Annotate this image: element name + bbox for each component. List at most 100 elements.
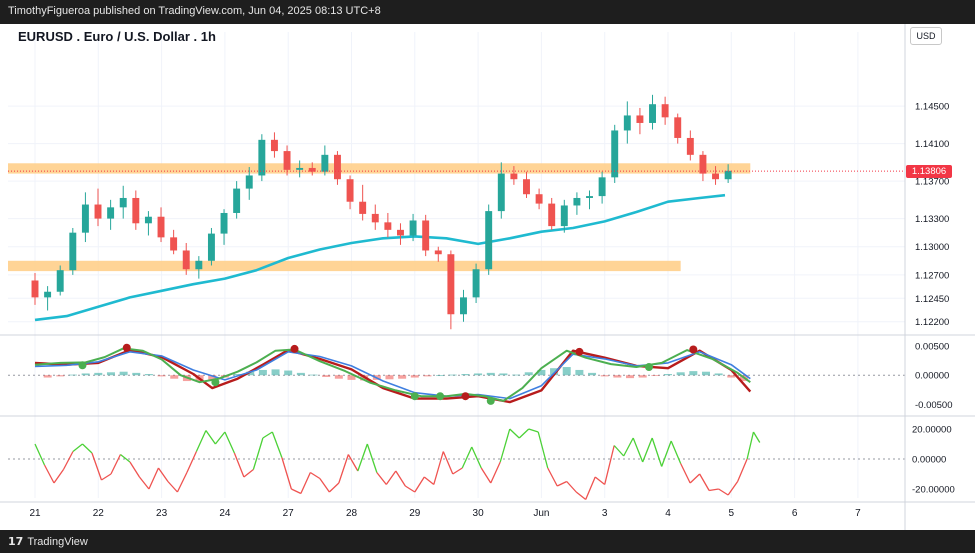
momentum-pane	[8, 428, 905, 501]
osc-histogram-bar	[600, 375, 609, 377]
candle-body	[447, 254, 455, 315]
osc-histogram-bar	[106, 372, 115, 376]
candles-layer	[31, 94, 732, 330]
publisher-bar: TimothyFigueroa published on TradingView…	[0, 0, 975, 24]
candle-body	[119, 197, 127, 208]
osc-histogram-bar	[296, 372, 305, 376]
osc-y-tick-label: -0.00500	[915, 400, 953, 411]
momentum-y-tick-label: -20.00000	[912, 485, 955, 496]
momentum-segment	[604, 445, 615, 485]
osc-histogram-bar	[524, 372, 533, 376]
osc-histogram-bar	[727, 375, 736, 378]
x-tick-label: 24	[219, 508, 231, 519]
momentum-segment	[195, 430, 207, 452]
osc-histogram-bar	[486, 372, 495, 376]
momentum-segment	[310, 471, 321, 480]
candle-body	[422, 220, 430, 251]
osc-histogram-bar	[68, 374, 77, 376]
candle-body	[510, 173, 518, 180]
candle-body	[31, 280, 39, 298]
osc-histogram-bar	[322, 375, 331, 377]
x-tick-label: 30	[473, 508, 485, 519]
momentum-segment	[233, 452, 245, 478]
chart-area[interactable]: 21 22 23 24 27 28 29 30 Jun 3 4 5 6 7 1.14500 1.14100 1.…	[0, 24, 975, 530]
axes-layer: 21 22 23 24 27 28 29 30 Jun 3 4 5 6 7 1.14500 1.14100 1.…	[29, 102, 954, 519]
momentum-segment	[300, 472, 311, 494]
momentum-segment	[471, 446, 482, 469]
candle-body	[195, 260, 203, 270]
candle-body	[598, 177, 606, 197]
candle-body	[245, 175, 253, 189]
currency-button[interactable]: USD	[910, 27, 942, 45]
zones	[8, 163, 751, 272]
osc-cross-down-dot	[575, 347, 584, 356]
candle-body	[220, 212, 228, 234]
osc-histogram-bar	[562, 367, 571, 376]
osc-histogram-bar	[664, 374, 672, 376]
momentum-segment	[62, 451, 74, 470]
osc-histogram-bar	[588, 372, 597, 376]
osc-histogram-bar	[398, 375, 407, 379]
momentum-segment	[423, 476, 435, 486]
momentum-segment	[53, 469, 65, 484]
osc-histogram-bar	[461, 374, 470, 376]
tradingview-brand: 17 TradingView	[8, 535, 88, 548]
candle-body	[296, 167, 304, 170]
y-tick-label: 1.13300	[915, 214, 949, 225]
momentum-segment	[366, 443, 378, 473]
osc-cross-up-dot	[78, 361, 87, 370]
momentum-segment	[82, 443, 93, 454]
momentum-segment	[395, 470, 406, 487]
momentum-segment	[101, 473, 112, 481]
momentum-segment	[376, 472, 387, 485]
candle-body	[333, 154, 341, 180]
osc-cross-up-dot	[486, 396, 495, 405]
momentum-segment	[138, 476, 150, 490]
momentum-segment	[385, 470, 397, 485]
osc-cross-up-dot	[410, 392, 419, 401]
osc-histogram-bar	[474, 373, 483, 376]
candle-body	[434, 250, 442, 255]
momentum-segment	[347, 454, 359, 472]
osc-cross-up-dot	[645, 363, 654, 372]
moving-average-layer	[34, 193, 726, 322]
osc-histogram-bar	[537, 369, 546, 376]
candle-body	[258, 139, 266, 176]
candle-body	[460, 297, 467, 315]
pane-dividers	[0, 24, 975, 530]
osc-histogram-bar	[550, 368, 559, 376]
osc-histogram-bar	[701, 371, 710, 376]
x-tick-label: 21	[29, 508, 41, 519]
candle-body	[674, 117, 682, 138]
osc-histogram-bar	[613, 375, 622, 378]
brand-text: TradingView	[27, 536, 88, 548]
y-tick-label: 1.14500	[915, 102, 949, 113]
osc-histogram-bar	[334, 375, 343, 379]
oscillator-pane	[8, 343, 905, 405]
candle-body	[44, 291, 52, 298]
osc-histogram-bar	[575, 369, 584, 376]
osc-histogram-bar	[714, 373, 723, 376]
x-tick-label: 5	[729, 508, 735, 519]
moving-average-line	[34, 193, 726, 322]
momentum-segment	[680, 463, 691, 484]
osc-cross-down-dot	[122, 343, 131, 352]
osc-histogram-bar	[284, 370, 293, 376]
candle-body	[56, 270, 64, 292]
x-tick-label: 28	[346, 508, 358, 519]
osc-histogram-bar	[512, 374, 521, 376]
momentum-segment	[651, 437, 663, 467]
candle-body	[207, 233, 215, 261]
momentum-segment	[167, 481, 178, 493]
osc-histogram-bar	[626, 375, 635, 379]
candle-body	[636, 115, 644, 123]
momentum-segment	[433, 451, 444, 485]
candle-body	[485, 211, 493, 270]
osc-histogram-bar	[651, 375, 660, 377]
osc-cross-down-dot	[689, 345, 698, 354]
osc-histogram-bar	[246, 371, 255, 376]
momentum-segment	[727, 481, 739, 496]
momentum-segment	[328, 482, 340, 493]
momentum-segment	[252, 437, 264, 470]
